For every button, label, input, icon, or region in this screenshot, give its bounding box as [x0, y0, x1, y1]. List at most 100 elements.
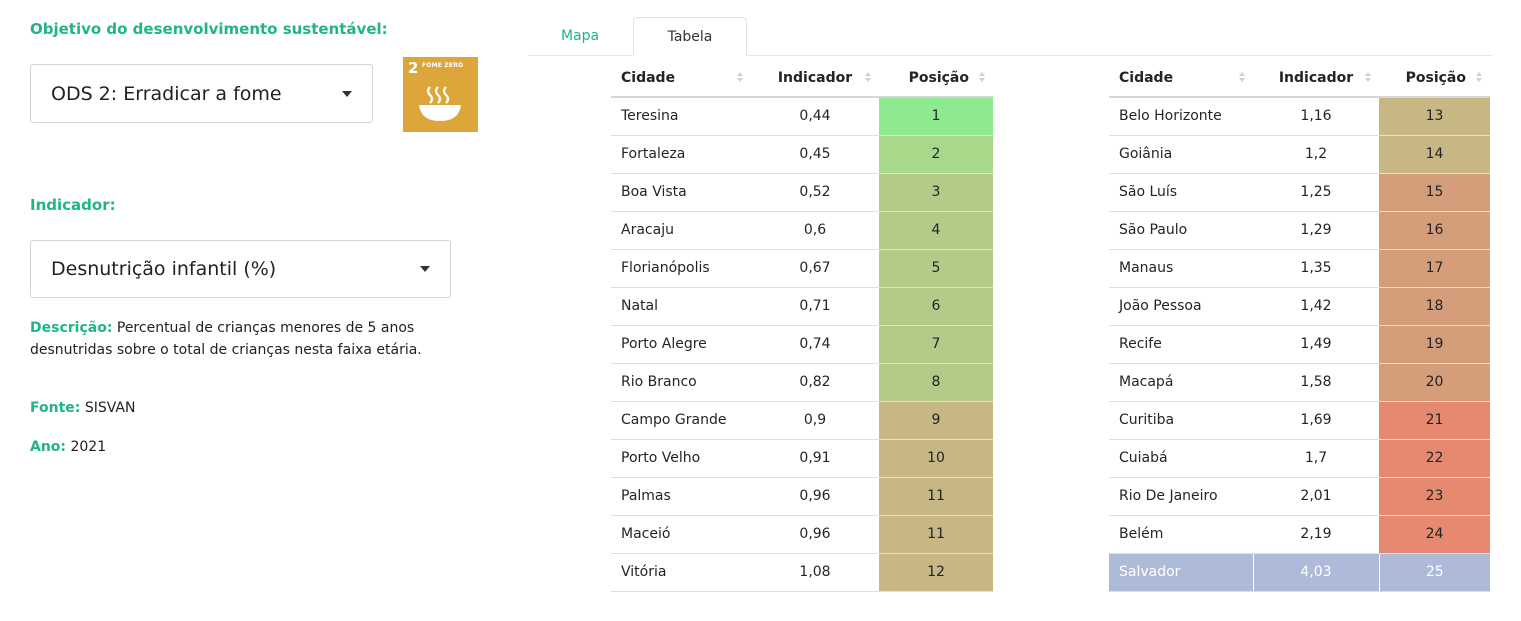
column-header-position[interactable]: Posição: [879, 59, 993, 98]
ranking-table-left: Cidade Indicador Posição Teresina 0,44 1 Fo…: [611, 59, 993, 592]
city-cell: Vitória: [611, 553, 751, 592]
indicator-cell: 1,58: [1253, 363, 1379, 402]
indicator-cell: 0,96: [751, 515, 879, 554]
indicator-cell: 1,69: [1253, 401, 1379, 440]
sdg-badge-number: 2: [408, 59, 419, 77]
indicator-cell: 1,2: [1253, 135, 1379, 174]
position-cell: 8: [879, 363, 993, 402]
city-cell: Fortaleza: [611, 135, 751, 174]
sdg-select[interactable]: ODS 2: Erradicar a fome: [30, 64, 373, 123]
position-cell: 24: [1379, 515, 1490, 554]
position-cell: 5: [879, 249, 993, 288]
indicator-cell: 1,29: [1253, 211, 1379, 250]
chevron-down-icon: [342, 90, 352, 97]
indicator-cell: 1,49: [1253, 325, 1379, 364]
sort-icon[interactable]: [737, 72, 744, 84]
position-cell: 11: [879, 477, 993, 516]
ranking-table-right: Cidade Indicador Posição Belo Horizonte 1…: [1109, 59, 1490, 592]
sort-icon[interactable]: [979, 72, 986, 84]
table-row: Cuiabá 1,7 22: [1109, 439, 1490, 478]
city-cell: Cuiabá: [1109, 439, 1253, 478]
indicator-cell: 1,25: [1253, 173, 1379, 212]
city-cell: Rio De Janeiro: [1109, 477, 1253, 516]
position-cell: 15: [1379, 173, 1490, 212]
indicator-cell: 2,01: [1253, 477, 1379, 516]
indicator-cell: 1,08: [751, 553, 879, 592]
indicator-cell: 0,91: [751, 439, 879, 478]
city-cell: Aracaju: [611, 211, 751, 250]
city-cell: Boa Vista: [611, 173, 751, 212]
table-row: Vitória 1,08 12: [611, 553, 993, 592]
tab-map[interactable]: Mapa: [560, 28, 600, 44]
position-cell: 23: [1379, 477, 1490, 516]
table-row: Porto Alegre 0,74 7: [611, 325, 993, 364]
table-row: Teresina 0,44 1: [611, 97, 993, 136]
indicator-cell: 1,35: [1253, 249, 1379, 288]
column-header-indicator[interactable]: Indicador: [1253, 59, 1379, 98]
position-cell: 16: [1379, 211, 1490, 250]
position-cell: 3: [879, 173, 993, 212]
city-cell: Goiânia: [1109, 135, 1253, 174]
position-cell: 19: [1379, 325, 1490, 364]
position-cell: 10: [879, 439, 993, 478]
indicator-cell: 0,71: [751, 287, 879, 326]
column-header-position[interactable]: Posição: [1379, 59, 1490, 98]
table-row: Salvador 4,03 25: [1109, 553, 1490, 592]
year-label: Ano:: [30, 439, 67, 455]
indicator-cell: 0,67: [751, 249, 879, 288]
table-row: Campo Grande 0,9 9: [611, 401, 993, 440]
sort-icon[interactable]: [1365, 72, 1372, 84]
column-header-city[interactable]: Cidade: [1109, 59, 1253, 98]
description-text: Percentual de crianças menores de 5 anos…: [30, 320, 422, 358]
sort-icon[interactable]: [865, 72, 872, 84]
city-cell: Salvador: [1109, 553, 1254, 592]
sdg-select-value: ODS 2: Erradicar a fome: [51, 82, 282, 105]
table-row: Fortaleza 0,45 2: [611, 135, 993, 174]
city-cell: Macapá: [1109, 363, 1253, 402]
indicator-cell: 0,9: [751, 401, 879, 440]
table-row: Porto Velho 0,91 10: [611, 439, 993, 478]
column-header-city[interactable]: Cidade: [611, 59, 751, 98]
indicator-cell: 0,74: [751, 325, 879, 364]
indicator-cell: 1,16: [1253, 97, 1379, 136]
city-cell: Porto Velho: [611, 439, 751, 478]
position-cell: 18: [1379, 287, 1490, 326]
position-cell: 20: [1379, 363, 1490, 402]
city-cell: Maceió: [611, 515, 751, 554]
indicator-select[interactable]: Desnutrição infantil (%): [30, 240, 451, 298]
tab-table[interactable]: Tabela: [633, 17, 747, 56]
table-row: Natal 0,71 6: [611, 287, 993, 326]
view-tabs: Mapa Tabela: [528, 17, 1492, 56]
city-cell: Natal: [611, 287, 751, 326]
position-cell: 2: [879, 135, 993, 174]
position-cell: 9: [879, 401, 993, 440]
indicator-label: Indicador:: [30, 196, 116, 214]
column-header-indicator[interactable]: Indicador: [751, 59, 879, 98]
sdg-badge: 2 FOME ZERO: [403, 57, 478, 132]
position-cell: 7: [879, 325, 993, 364]
sdg-label: Objetivo do desenvolvimento sustentável:: [30, 20, 388, 38]
city-cell: Porto Alegre: [611, 325, 751, 364]
city-cell: Recife: [1109, 325, 1253, 364]
position-cell: 17: [1379, 249, 1490, 288]
position-cell: 25: [1379, 553, 1490, 592]
indicator-cell: 0,45: [751, 135, 879, 174]
sort-icon[interactable]: [1476, 72, 1483, 84]
indicator-cell: 0,52: [751, 173, 879, 212]
table-row: João Pessoa 1,42 18: [1109, 287, 1490, 326]
description: Descrição: Percentual de crianças menore…: [30, 317, 430, 361]
table-row: Florianópolis 0,67 5: [611, 249, 993, 288]
table-row: Rio Branco 0,82 8: [611, 363, 993, 402]
city-cell: São Luís: [1109, 173, 1253, 212]
bowl-icon: [419, 86, 461, 121]
sort-icon[interactable]: [1239, 72, 1246, 84]
position-cell: 21: [1379, 401, 1490, 440]
position-cell: 22: [1379, 439, 1490, 478]
table-row: Macapá 1,58 20: [1109, 363, 1490, 402]
table-row: Boa Vista 0,52 3: [611, 173, 993, 212]
table-row: Recife 1,49 19: [1109, 325, 1490, 364]
city-cell: Rio Branco: [611, 363, 751, 402]
table-row: Maceió 0,96 11: [611, 515, 993, 554]
city-cell: Manaus: [1109, 249, 1253, 288]
table-row: Belém 2,19 24: [1109, 515, 1490, 554]
